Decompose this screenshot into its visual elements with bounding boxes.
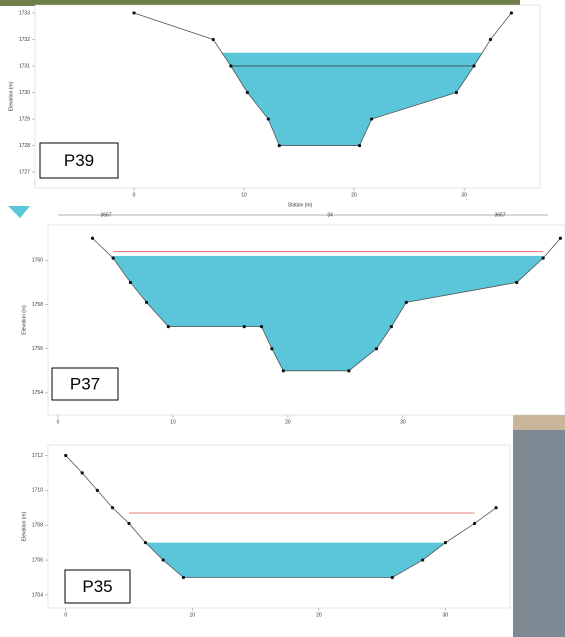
y-tick-label: 1758	[32, 302, 43, 308]
x-tick-label: 10	[190, 612, 196, 618]
x-tick-label: 20	[316, 612, 322, 618]
x-tick-label: 0	[57, 419, 60, 425]
ground-point	[162, 558, 165, 561]
ground-point	[444, 541, 447, 544]
y-tick-label: 1733	[19, 10, 30, 16]
ground-point	[515, 281, 518, 284]
ground-point	[390, 325, 393, 328]
ground-point	[145, 301, 148, 304]
panel-label: P39	[64, 151, 94, 170]
y-tick-label: 1732	[19, 37, 30, 43]
y-tick-label: 1708	[32, 523, 43, 529]
ground-point	[489, 38, 492, 41]
ground-point	[510, 11, 513, 14]
x-axis-label: Station (m)	[288, 202, 313, 208]
x-tick-label: 10	[170, 419, 176, 425]
y-axis-label: Elevation (m)	[21, 511, 27, 541]
y-tick-label: 1729	[19, 116, 30, 122]
y-tick-label: 1728	[19, 143, 30, 149]
ground-point	[144, 541, 147, 544]
annotation: 3667	[494, 212, 505, 218]
ground-point	[347, 369, 350, 372]
y-tick-label: 1754	[32, 390, 43, 396]
ground-point	[473, 522, 476, 525]
x-tick-label: 0	[64, 612, 67, 618]
ground-point	[129, 281, 132, 284]
x-tick-label: 10	[241, 192, 247, 198]
ground-point	[246, 91, 249, 94]
ground-point	[91, 237, 94, 240]
y-tick-label: 1706	[32, 557, 43, 563]
ground-point	[243, 325, 246, 328]
ground-point	[270, 347, 273, 350]
panel-label: P35	[82, 577, 112, 596]
x-tick-label: 0	[133, 192, 136, 198]
ground-point	[229, 64, 232, 67]
ground-point	[212, 38, 215, 41]
ground-point	[111, 506, 114, 509]
y-tick-label: 1730	[19, 90, 30, 96]
ground-point	[167, 325, 170, 328]
x-tick-label: 30	[461, 192, 467, 198]
ground-point	[112, 257, 115, 260]
panel-label: P37	[70, 374, 100, 393]
ground-point	[278, 144, 281, 147]
ground-point	[96, 489, 99, 492]
ground-point	[81, 471, 84, 474]
ground-point	[455, 91, 458, 94]
y-tick-label: 1710	[32, 488, 43, 494]
y-tick-label: 1712	[32, 453, 43, 459]
ground-point	[64, 454, 67, 457]
annotation: 3667	[100, 212, 111, 218]
y-tick-label: 1704	[32, 592, 43, 598]
ground-point	[375, 347, 378, 350]
x-tick-label: 30	[443, 612, 449, 618]
icon	[8, 206, 30, 218]
y-axis-label: Elevation (m)	[21, 305, 27, 335]
ground-point	[132, 11, 135, 14]
ground-point	[282, 369, 285, 372]
ground-point	[260, 325, 263, 328]
annotation: 34	[327, 212, 333, 218]
x-tick-label: 20	[285, 419, 291, 425]
ground-point	[391, 576, 394, 579]
y-tick-label: 1760	[32, 258, 43, 264]
ground-point	[182, 576, 185, 579]
figure: 1727 1728 1729 1730 1731 1732 1733 0 10 20 30 Eleva…	[0, 0, 565, 637]
ground-point	[127, 522, 130, 525]
ground-point	[421, 558, 424, 561]
y-tick-label: 1756	[32, 346, 43, 352]
ground-point	[559, 237, 562, 240]
ground-point	[494, 506, 497, 509]
y-tick-label: 1731	[19, 63, 30, 69]
page: {"chart_data": [ {"type": "cross-section…	[0, 0, 565, 637]
x-tick-label: 30	[400, 419, 406, 425]
ground-point	[472, 64, 475, 67]
y-tick-label: 1727	[19, 169, 30, 175]
ground-point	[370, 117, 373, 120]
ground-point	[542, 257, 545, 260]
ground-point	[405, 301, 408, 304]
ground-point	[358, 144, 361, 147]
x-tick-label: 20	[351, 192, 357, 198]
y-axis-label: Elevation (m)	[8, 81, 14, 111]
photo-fragment	[513, 400, 565, 637]
ground-point	[267, 117, 270, 120]
